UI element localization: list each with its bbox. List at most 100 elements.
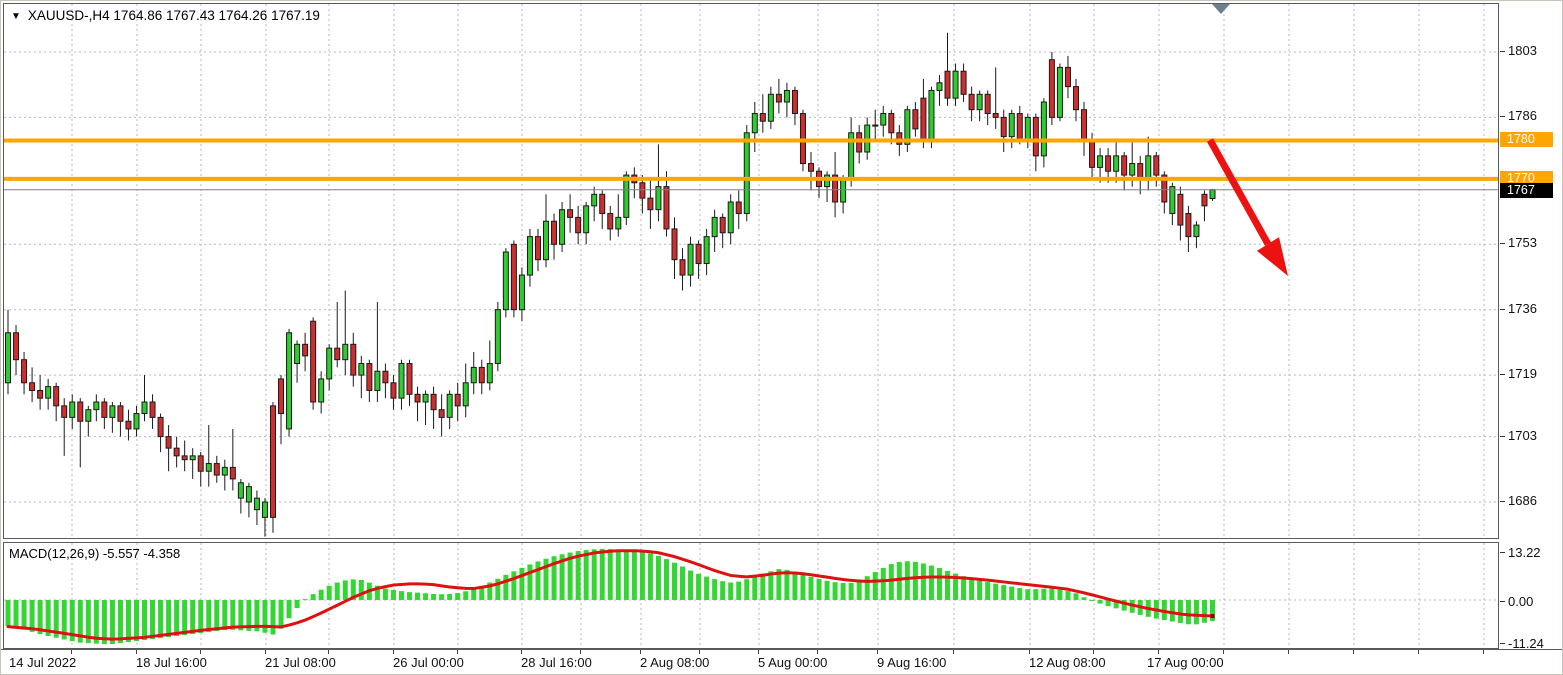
macd-indicator-panel[interactable] [3,542,1499,649]
candle-body [743,132,750,215]
candle-body [783,89,790,103]
time-tick-mark [393,650,394,654]
candle-body [382,370,389,384]
macd-chart-canvas[interactable] [4,543,1498,648]
macd-histogram-bar [246,599,252,631]
macd-histogram-bar [527,564,533,600]
candle-body [101,401,108,418]
macd-histogram-bar [920,563,926,600]
macd-histogram-bar [1193,599,1199,625]
candle-body [1177,193,1184,226]
macd-histogram-bar [326,585,332,600]
macd-histogram-bar [591,549,597,600]
price-axis[interactable]: 1803 1786 1753 1736 1719 1703 1686 1780 1770 1767… [1500,1,1562,651]
macd-histogram-bar [1089,599,1095,601]
candle-body [77,401,84,422]
macd-histogram-bar [752,576,758,600]
macd-histogram-bar [455,592,461,600]
macd-histogram-bar [1121,599,1127,611]
macd-histogram-bar [262,599,268,633]
candle-body [422,393,429,403]
candle-body [968,93,975,111]
candle-body [302,343,309,357]
macd-histogram-bar [663,559,669,600]
candle-body [117,405,124,422]
macd-histogram-bar [945,570,951,600]
candle-body [583,205,590,234]
candle-body [438,409,445,418]
candle-body [486,363,493,384]
macd-histogram-bar [222,599,228,631]
candle-body [944,70,951,99]
candle-body [543,220,550,261]
time-tick-mark [640,650,641,654]
candle-body [53,386,60,407]
time-axis-label: 9 Aug 16:00 [877,655,947,670]
macd-histogram-bar [342,580,348,600]
macd-histogram-bar [880,567,886,600]
price-tick-label: 1736 [1508,300,1537,316]
macd-histogram-bar [511,571,517,600]
macd-histogram-bar [904,561,910,600]
macd-histogram-bar [439,594,445,600]
candle-body [366,363,373,391]
candle-body [1032,116,1039,157]
time-tick-mark [953,650,954,654]
macd-histogram-bar [1201,599,1207,623]
candle-body [197,455,204,472]
time-tick-mark [136,650,137,654]
candle-body [374,370,381,391]
candle-body [494,309,501,365]
candle-body [334,347,341,361]
macd-histogram-bar [334,582,340,600]
candle-body [406,363,413,395]
macd-tick-label: 13.22 [1508,545,1541,560]
macd-histogram-bar [254,599,260,632]
candle-body [751,113,758,134]
price-tick-mark [1500,435,1505,437]
candle-body [141,401,148,415]
candle-body [350,343,357,376]
symbol-title[interactable]: ▼ XAUUSD-,H4 1764.86 1767.43 1764.26 1767… [11,8,320,23]
candle-body [888,113,895,134]
candle-body [1105,155,1112,172]
candle-body [607,213,614,230]
time-tick-mark [265,650,266,654]
macd-histogram-bar [864,576,870,600]
candle-body [992,113,999,118]
macd-histogram-bar [206,599,212,633]
candle-body [93,401,100,411]
macd-histogram-bar [1185,599,1191,625]
candle-body [719,216,726,234]
macd-histogram-bar [1073,593,1079,600]
macd-indicator-label: MACD(12,26,9) -5.557 -4.358 [9,546,181,561]
macd-tick-label: 0.00 [1508,593,1534,609]
macd-histogram-bar [158,599,164,639]
candle-body [775,93,782,103]
macd-histogram-bar [109,599,115,644]
trend-arrow[interactable] [1206,138,1272,246]
macd-histogram-bar [680,566,686,600]
trend-arrow-head[interactable] [1256,237,1288,276]
candle-body [1040,101,1047,157]
macd-histogram-bar [872,572,878,600]
main-chart-panel[interactable] [3,3,1499,539]
macd-histogram-bar [294,599,300,609]
macd-histogram-bar [1001,585,1007,600]
macd-histogram-bar [985,582,991,600]
symbol-dropdown-icon[interactable]: ▼ [11,11,21,22]
macd-histogram-bar [495,578,501,600]
candle-body [318,378,325,403]
macd-histogram-bar [912,561,918,600]
candle-body [791,89,798,115]
time-axis[interactable]: 14 Jul 2022 18 Jul 16:00 21 Jul 08:00 26 Ju… [1,649,1562,674]
candle-body [165,436,172,449]
macd-histogram-bar [856,580,862,600]
candle-body [470,366,477,384]
macd-histogram-bar [471,588,477,600]
time-tick-mark [1223,650,1224,654]
macd-histogram-bar [350,579,356,600]
macd-histogram-bar [13,599,19,628]
candlestick-chart-canvas[interactable] [4,4,1498,538]
